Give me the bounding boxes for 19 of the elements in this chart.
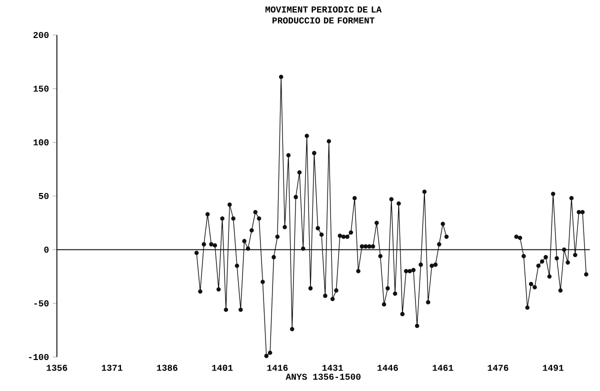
y-tick-label: 150 <box>34 86 49 92</box>
y-tick-label: 0 <box>44 246 49 253</box>
x-tick-label: 1371 <box>102 364 122 371</box>
y-tick-label: 200 <box>33 32 49 38</box>
x-axis-title: ANYS 1356-1500 <box>286 374 361 380</box>
x-tick-label: 1401 <box>212 364 233 371</box>
y-tick-label: 100 <box>34 139 49 146</box>
x-tick-label: 1476 <box>488 364 508 371</box>
x-tick-label: 1491 <box>542 364 564 371</box>
y-tick-label: 50 <box>38 192 49 200</box>
x-tick-label: 1416 <box>267 364 288 371</box>
y-tick-label: -50 <box>34 300 49 306</box>
x-tick-label: 1356 <box>46 364 68 371</box>
x-tick-label: 1446 <box>378 364 398 371</box>
x-tick-label: 1431 <box>322 364 343 371</box>
chart-title: MOVIMENT PERIODIC DE LA PRODUCCIO DE FORMENT <box>266 6 382 24</box>
y-tick-label: -100 <box>29 354 49 360</box>
x-tick-label: 1461 <box>432 364 454 371</box>
x-tick-label: 1386 <box>156 364 178 371</box>
